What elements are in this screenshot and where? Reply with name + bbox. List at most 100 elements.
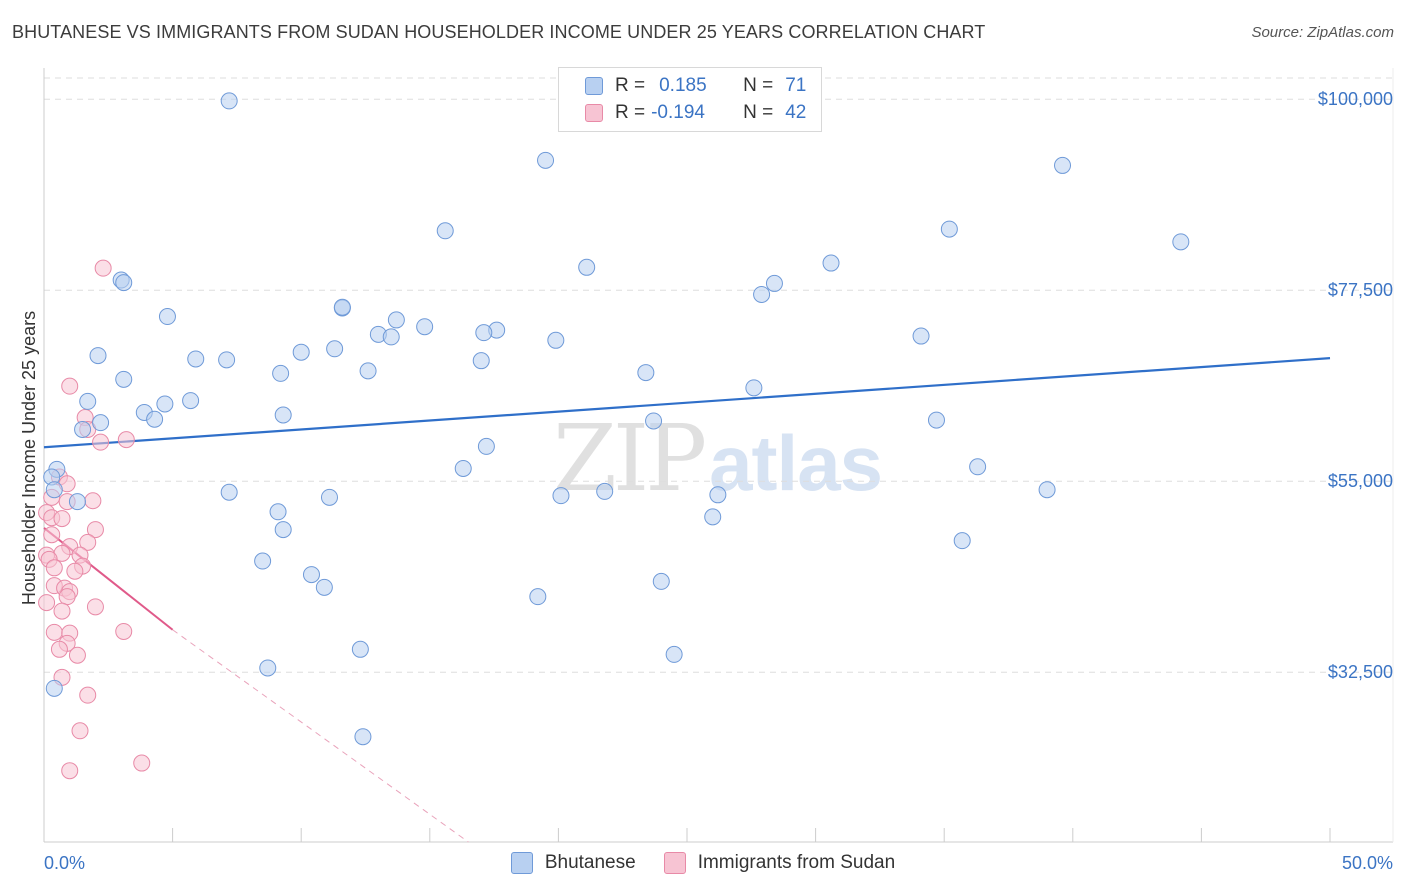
point-bhutanese [822,254,840,272]
legend-r-value: 0.185 [659,75,707,96]
point-bhutanese [537,151,555,169]
point-immigrants-from-sudan [86,521,104,539]
point-bhutanese [652,572,670,590]
point-immigrants-from-sudan [92,433,110,451]
grid-lines [44,77,1393,673]
x-tick-label-max: 50.0% [1342,853,1393,873]
point-bhutanese [156,395,174,413]
point-bhutanese [477,437,495,455]
legend-r-label: R = [615,102,646,123]
chart-source: Source: ZipAtlas.com [1251,24,1394,41]
point-bhutanese [74,420,92,438]
point-bhutanese [158,308,176,326]
legend-n-label: N = [743,75,774,96]
point-bhutanese [927,411,945,429]
point-immigrants-from-sudan [117,431,135,449]
y-tick-label: $100,000 [1318,89,1393,109]
point-immigrants-from-sudan [79,533,97,551]
point-immigrants-from-sudan [43,526,61,544]
point-bhutanese [359,362,377,380]
bottom-legend: Bhutanese Immigrants from Sudan [0,852,1406,874]
trendline-sudan-extension [172,629,469,843]
point-immigrants-from-sudan [45,623,63,641]
bottom-legend-label: Immigrants from Sudan [697,852,896,873]
point-immigrants-from-sudan [115,622,133,640]
watermark-atlas: atlas [709,419,883,507]
legend-r-value: -0.194 [651,102,705,123]
chart-title: BHUTANESE VS IMMIGRANTS FROM SUDAN HOUSE… [12,22,986,42]
point-bhutanese [382,328,400,346]
point-immigrants-from-sudan [84,492,102,510]
point-bhutanese [596,482,614,500]
point-bhutanese [1038,481,1056,499]
y-tick-label: $77,500 [1328,280,1393,300]
point-bhutanese [475,324,493,342]
point-bhutanese [912,327,930,345]
y-tick-labels: $32,500 $55,000 $77,500 $100,000 [1318,89,1393,682]
point-immigrants-from-sudan [68,646,86,664]
x-ticks [43,68,1394,842]
y-tick-label: $55,000 [1328,471,1393,491]
point-bhutanese [387,311,405,329]
point-immigrants-from-sudan [66,562,84,580]
point-bhutanese [302,566,320,584]
point-bhutanese [645,412,663,430]
trendlines [43,357,1331,843]
point-bhutanese [187,350,205,368]
point-bhutanese [326,340,344,358]
point-bhutanese [969,458,987,476]
point-immigrants-from-sudan [94,259,112,277]
point-bhutanese [416,318,434,336]
point-bhutanese [259,659,277,677]
point-bhutanese [182,392,200,410]
legend-n-value: 71 [785,75,807,96]
point-bhutanese [1172,233,1190,251]
point-bhutanese [220,483,238,501]
point-bhutanese [472,352,490,370]
point-bhutanese [269,503,287,521]
point-bhutanese [578,258,596,276]
point-immigrants-from-sudan [38,594,56,612]
point-bhutanese [115,274,133,292]
point-bhutanese [529,588,547,606]
point-bhutanese [351,640,369,658]
y-tick-label: $32,500 [1328,662,1393,682]
point-bhutanese [115,370,133,388]
legend-r-label: R = [615,75,646,96]
point-bhutanese [1054,156,1072,174]
point-immigrants-from-sudan [86,598,104,616]
bottom-legend-label: Bhutanese [544,852,636,873]
point-bhutanese [354,728,372,746]
point-immigrants-from-sudan [79,686,97,704]
legend-row-bhutanese: R = 0.185 N = 71 [585,73,806,99]
point-bhutanese [45,481,63,499]
bottom-legend-swatch-pink [663,852,686,874]
legend-box: R = 0.185 N = 71 R = -0.194 N = 42 [558,67,822,132]
point-bhutanese [547,331,565,349]
x-tick-label-min: 0.0% [44,853,85,873]
y-axis-label: Householder Income Under 25 years [19,311,39,605]
point-bhutanese [745,379,763,397]
point-immigrants-from-sudan [133,754,151,772]
bottom-legend-swatch-blue [510,852,533,874]
bottom-legend-sudan: Immigrants from Sudan [663,852,896,874]
point-immigrants-from-sudan [58,588,76,606]
watermark: ZIPatlas [553,405,883,512]
legend-swatch-pink [585,104,603,122]
legend-swatch-blue [585,77,603,95]
point-bhutanese [320,488,338,506]
point-bhutanese [765,274,783,292]
point-bhutanese [637,364,655,382]
point-immigrants-from-sudan [71,722,89,740]
axes [43,68,1393,843]
point-immigrants-from-sudan [50,640,68,658]
point-bhutanese [436,222,454,240]
point-bhutanese [274,406,292,424]
point-bhutanese [709,486,727,504]
point-bhutanese [272,364,290,382]
point-bhutanese [953,532,971,550]
point-bhutanese [940,220,958,238]
point-immigrants-from-sudan [53,510,71,528]
legend-n-label: N = [743,102,774,123]
